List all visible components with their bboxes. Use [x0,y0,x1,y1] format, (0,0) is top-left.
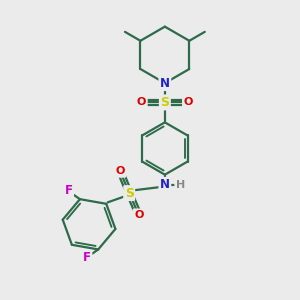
Text: F: F [83,251,91,264]
Text: O: O [116,167,125,176]
Text: O: O [137,98,146,107]
Text: F: F [64,184,73,197]
Text: S: S [160,96,169,109]
Text: S: S [125,187,134,200]
Text: N: N [160,178,170,191]
Text: O: O [134,210,143,220]
Text: O: O [183,98,193,107]
Text: N: N [160,76,170,90]
Text: H: H [176,180,185,190]
